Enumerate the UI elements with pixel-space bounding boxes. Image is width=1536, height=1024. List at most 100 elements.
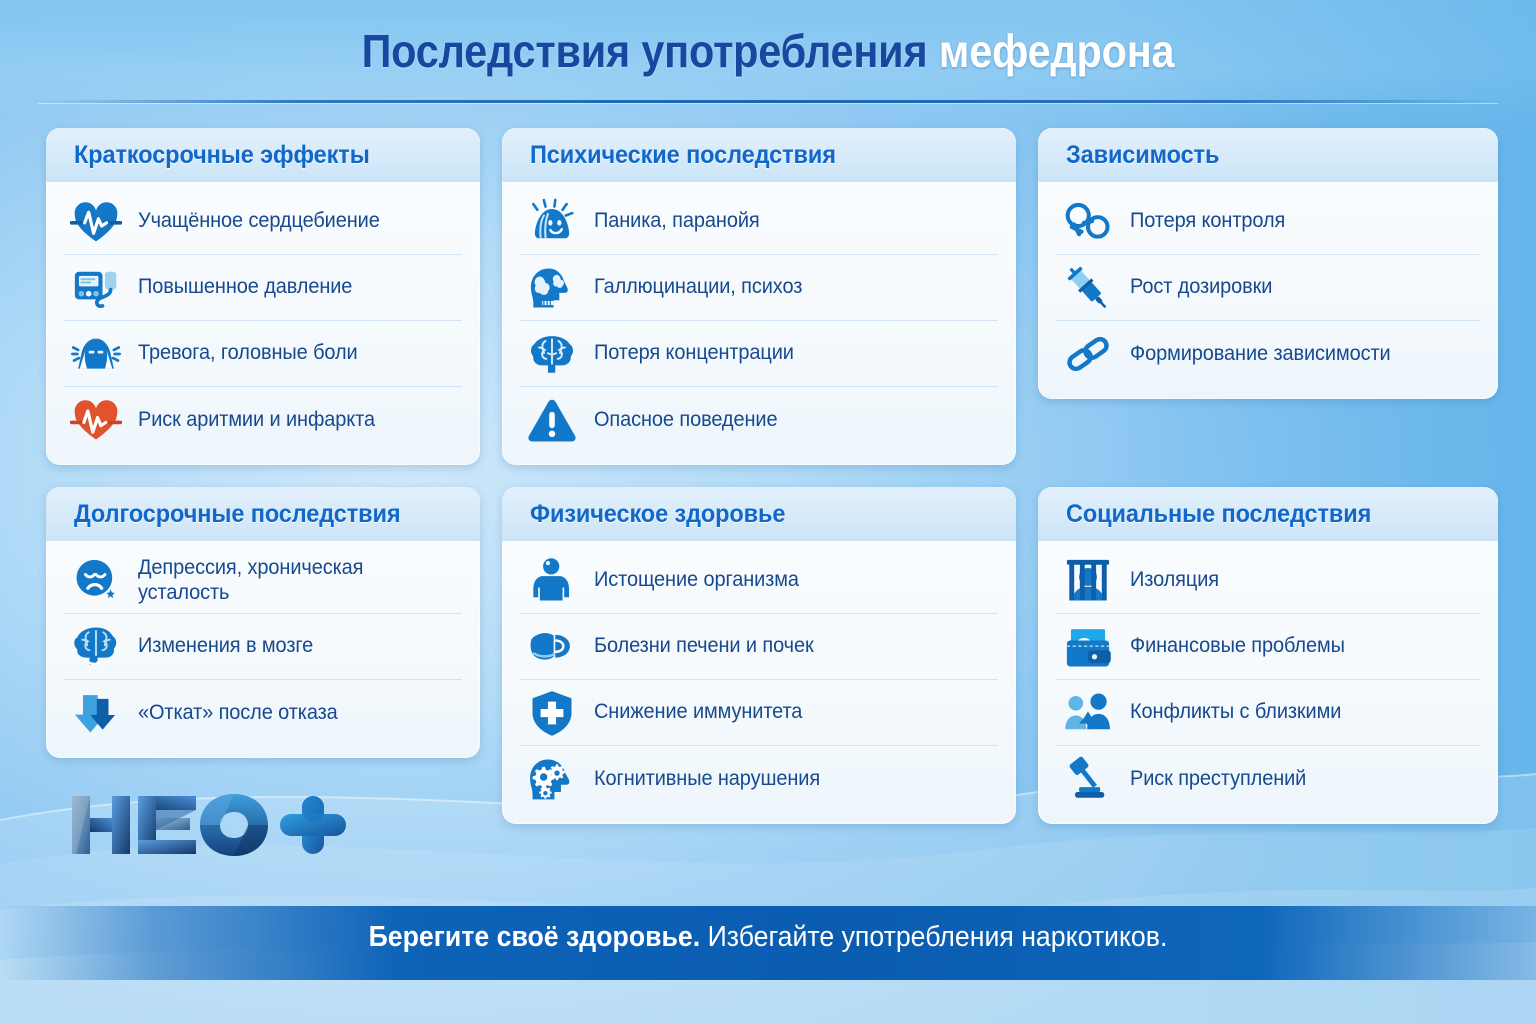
list-item-label: Изоляция: [1129, 568, 1219, 592]
logo-artwork: [72, 794, 346, 856]
list-item-label: Формирование зависимости: [1129, 341, 1391, 365]
card-header: Психические последствия: [502, 128, 1016, 183]
page-title-primary: Последствия употребления: [361, 25, 928, 77]
card-body: Потеря контроля: [1038, 183, 1498, 399]
card-body: Истощение организма Болезни печени и поч…: [502, 542, 1016, 824]
column-right-top: Зависимость Потер: [1037, 128, 1499, 399]
footer-message: Берегите своё здоровье. Избегайте употре…: [61, 921, 1474, 954]
card-physical-health: Физическое здоровье Истощение организма: [502, 487, 1016, 824]
card-title: Зависимость: [1065, 141, 1220, 169]
list-item-label: «Откат» после отказа: [138, 700, 338, 724]
page-title-accent: мефедрона: [938, 25, 1175, 77]
list-item[interactable]: «Откат» после отказа: [64, 680, 462, 746]
column-middle-bottom: Физическое здоровье Истощение организма: [502, 487, 1016, 824]
list-item-label: Потеря контроля: [1129, 209, 1286, 233]
list-item[interactable]: Паника, паранойя: [520, 189, 998, 255]
list-item-label: Опасное поведение: [594, 407, 778, 431]
list-item[interactable]: Риск аритмии и инфаркта: [64, 387, 462, 453]
list-item[interactable]: Риск преступлений: [1056, 746, 1480, 812]
list-item[interactable]: Истощение организма: [520, 548, 998, 614]
hallucination-head-icon: [524, 260, 580, 316]
gavel-icon: [1060, 751, 1116, 807]
card-header: Физическое здоровье: [502, 487, 1016, 542]
column-middle-top: Психические последствия: [502, 128, 1016, 465]
card-addiction: Зависимость Потер: [1037, 128, 1499, 399]
list-item-label: Рост дозировки: [1129, 275, 1273, 299]
column-left-top: Краткосрочные эффекты Учащённое сердцеби…: [46, 128, 481, 465]
panic-scream-icon: [524, 194, 580, 250]
list-item-label: Изменения в мозге: [138, 634, 314, 658]
footer-band: [0, 906, 1536, 980]
card-header: Краткосрочные эффекты: [46, 128, 481, 183]
brain-icon: [524, 326, 580, 382]
head-gears-icon: [524, 751, 580, 807]
syringe-icon: [1060, 260, 1116, 316]
sad-face-icon: [68, 553, 124, 609]
list-item-label: Риск аритмии и инфаркта: [138, 407, 375, 431]
list-item-label: Потеря концентрации: [594, 341, 794, 365]
brain-damage-icon: [68, 619, 124, 675]
list-item-label: Галлюцинации, психоз: [594, 275, 803, 299]
shield-cross-icon: [524, 685, 580, 741]
card-title: Долгосрочные последствия: [74, 500, 401, 528]
card-body: Изоляция: [1038, 542, 1498, 824]
list-item[interactable]: Галлюцинации, психоз: [520, 255, 998, 321]
card-body: Учащённое сердцебиение: [46, 183, 480, 465]
list-item[interactable]: Изоляция: [1055, 548, 1481, 614]
list-item[interactable]: Потеря контроля: [1055, 189, 1481, 255]
warning-triangle-icon: [524, 392, 580, 448]
exhausted-person-icon: [524, 553, 580, 609]
chain-link-icon: [1060, 326, 1116, 382]
list-item[interactable]: Финансовые проблемы: [1055, 614, 1481, 680]
list-item[interactable]: Изменения в мозге: [64, 614, 463, 680]
list-item[interactable]: Формирование зависимости: [1056, 321, 1480, 387]
handcuffs-icon: [1060, 194, 1116, 250]
footer-message-regular: Избегайте употребления наркотиков.: [707, 921, 1168, 953]
card-social-consequences: Социальные последствия: [1037, 487, 1499, 824]
blood-pressure-monitor-icon: [68, 260, 124, 316]
card-body: Депрессия, хроническая усталость: [46, 542, 480, 758]
list-item-label: Депрессия, хроническая усталость: [138, 556, 364, 604]
card-header: Долгосрочные последствия: [46, 487, 481, 542]
list-item-label: Тревога, головные боли: [138, 341, 358, 365]
title-divider: [38, 100, 1498, 103]
list-item[interactable]: Учащённое сердцебиение: [64, 189, 463, 255]
column-right-bottom: Социальные последствия: [1037, 487, 1499, 824]
list-item-label: Финансовые проблемы: [1129, 634, 1345, 658]
cards-row-bottom: Долгосрочные последствия: [46, 487, 1499, 824]
list-item[interactable]: Рост дозировки: [1055, 255, 1481, 321]
list-item-label: Болезни печени и почек: [594, 634, 814, 658]
headache-person-icon: [68, 326, 124, 382]
list-item[interactable]: Конфликты с близкими: [1055, 680, 1481, 746]
list-item[interactable]: Повышенное давление: [64, 255, 463, 321]
list-item[interactable]: Снижение иммунитета: [520, 680, 998, 746]
list-item[interactable]: Болезни печени и почек: [520, 614, 998, 680]
cards-grid: Краткосрочные эффекты Учащённое сердцеби…: [46, 128, 1499, 824]
list-item-label: Конфликты с близкими: [1129, 700, 1342, 724]
card-title: Социальные последствия: [1065, 500, 1372, 528]
list-item-label: Риск преступлений: [1129, 766, 1307, 790]
list-item[interactable]: Потеря концентрации: [520, 321, 998, 387]
footer-message-bold: Берегите своё здоровье.: [368, 921, 701, 953]
page-title: Последствия употребления мефедрона: [77, 24, 1459, 78]
list-item[interactable]: Когнитивные нарушения: [520, 746, 998, 812]
card-title: Физическое здоровье: [530, 500, 786, 528]
card-header: Социальные последствия: [1037, 487, 1499, 542]
card-mental-consequences: Психические последствия: [502, 128, 1016, 465]
list-item[interactable]: Тревога, головные боли: [64, 321, 463, 387]
liver-kidney-icon: [524, 619, 580, 675]
list-item-label: Паника, паранойя: [594, 209, 760, 233]
card-title: Краткосрочные эффекты: [74, 141, 370, 169]
list-item-label: Снижение иммунитета: [594, 700, 803, 724]
list-item[interactable]: Депрессия, хроническая усталость: [64, 548, 463, 614]
prison-isolation-icon: [1060, 553, 1116, 609]
heart-arrhythmia-red-icon: [68, 392, 124, 448]
cards-row-top: Краткосрочные эффекты Учащённое сердцеби…: [46, 128, 1499, 465]
wallet-icon: [1060, 619, 1116, 675]
heart-pulse-icon: [68, 194, 124, 250]
card-title: Психические последствия: [530, 141, 836, 169]
card-header: Зависимость: [1037, 128, 1499, 183]
list-item[interactable]: Опасное поведение: [520, 387, 998, 453]
card-short-term-effects: Краткосрочные эффекты Учащённое сердцеби…: [46, 128, 481, 465]
list-item-label: Повышенное давление: [138, 275, 353, 299]
